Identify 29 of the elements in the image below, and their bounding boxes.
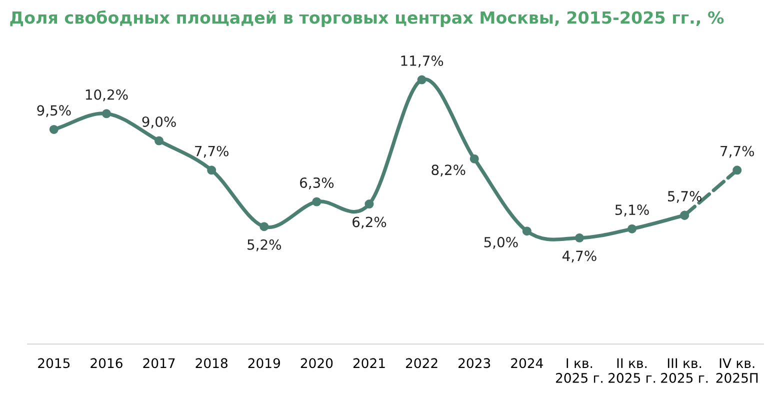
x-tick-label: 2018 xyxy=(196,358,228,368)
data-label: 4,7% xyxy=(562,250,596,263)
chart-title: Доля свободных площадей в торговых центрах Москвы, 2015-2025 гг., % xyxy=(10,10,724,28)
data-label: 8,2% xyxy=(432,164,466,177)
x-tick-label: I кв. 2025 г. xyxy=(556,358,602,383)
data-label: 5,7% xyxy=(668,190,702,203)
data-label: 7,7% xyxy=(195,146,228,158)
data-label: 5,1% xyxy=(615,204,649,216)
x-tick-label: III кв. 2025 г. xyxy=(661,358,708,383)
data-label: 6,3% xyxy=(300,177,334,190)
data-label: 6,2% xyxy=(352,216,386,229)
x-tick-label: IV кв. 2025П xyxy=(716,358,758,383)
data-label: 7,7% xyxy=(720,146,754,158)
x-tick-label: 2024 xyxy=(511,358,543,368)
x-tick-label: 2021 xyxy=(353,358,385,368)
x-tick-label: 2016 xyxy=(90,358,122,368)
data-label: 11,7% xyxy=(401,55,444,68)
x-tick-label: 2015 xyxy=(38,358,70,368)
x-tick-label: 2019 xyxy=(248,358,280,368)
x-tick-label: 2022 xyxy=(406,358,438,368)
data-label: 5,2% xyxy=(248,239,282,252)
data-label: 5,0% xyxy=(484,236,518,249)
data-label: 10,2% xyxy=(86,89,128,102)
x-tick-label: II кв. 2025 г. xyxy=(608,358,656,383)
data-label: 9,0% xyxy=(142,116,176,128)
x-tick-label: 2017 xyxy=(143,358,175,368)
x-tick-label: 2020 xyxy=(300,358,333,368)
data-label: 9,5% xyxy=(37,105,71,118)
x-tick-label: 2023 xyxy=(458,358,490,368)
